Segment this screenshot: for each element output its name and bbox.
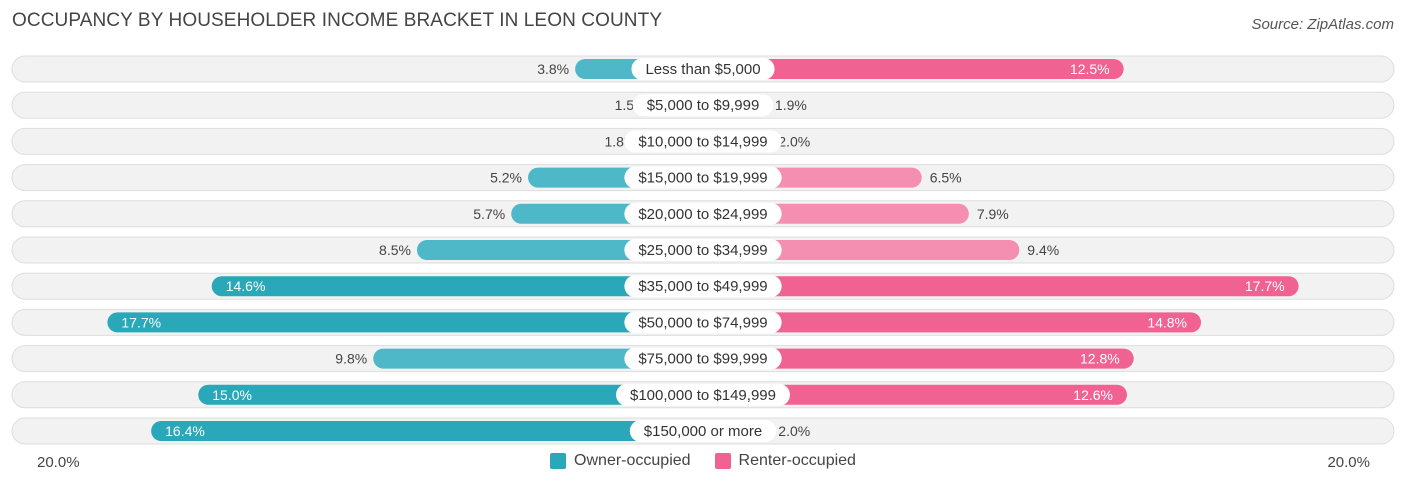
owner-value-label: 8.5% [379,242,411,258]
legend-swatch-owner [550,453,567,469]
source-note: Source: ZipAtlas.com [1251,16,1394,33]
owner-bar [151,421,703,441]
renter-value-label: 6.5% [930,170,962,186]
owner-bar [373,348,703,369]
owner-bar [211,276,703,297]
owner-value-label: 5.2% [490,170,522,186]
renter-value-label: 12.5% [1070,61,1110,77]
category-label: $35,000 to $49,999 [638,278,767,295]
category-label-background [624,239,782,261]
owner-value-label: 16.4% [165,423,205,439]
legend-item-owner: Owner-occupied [550,452,691,470]
renter-bar [703,348,1134,369]
category-label-background [624,347,782,370]
renter-bar [703,384,1127,405]
legend-swatch-renter [714,453,731,469]
legend-label-owner: Owner-occupied [574,452,691,469]
chart-title: OCCUPANCY BY HOUSEHOLDER INCOME BRACKET … [12,10,663,31]
renter-value-label: 12.6% [1073,387,1113,403]
renter-value-label: 1.9% [775,97,807,113]
owner-value-label: 9.8% [335,351,367,367]
category-label-background [631,58,775,80]
category-label-background [624,130,782,153]
category-label-background [632,94,774,117]
renter-value-label: 7.9% [977,206,1009,222]
category-label: $20,000 to $24,999 [638,206,767,223]
axis-right-label: 20.0% [1327,454,1370,471]
category-label: $150,000 or more [644,423,762,440]
axis-left-label: 20.0% [37,454,80,471]
category-label: $25,000 to $34,999 [638,242,767,259]
owner-value-label: 3.8% [537,61,569,77]
owner-bar [198,384,703,405]
renter-value-label: 14.8% [1147,314,1187,330]
renter-value-label: 9.4% [1027,242,1059,258]
category-label-background [624,275,782,298]
category-label: $100,000 to $149,999 [630,387,776,404]
category-label: Less than $5,000 [645,61,760,78]
owner-value-label: 17.7% [121,314,161,330]
owner-value-label: 5.7% [473,206,505,222]
category-label: $10,000 to $14,999 [638,133,767,150]
legend: Owner-occupied Renter-occupied [0,452,1406,470]
category-label-background [629,420,777,442]
renter-bar [703,59,1124,79]
renter-value-label: 17.7% [1245,278,1285,294]
renter-value-label: 12.8% [1080,351,1120,367]
category-label-background [616,383,790,406]
renter-bar [703,276,1299,297]
renter-value-label: 2.0% [778,423,810,439]
category-label-background [624,311,782,334]
owner-value-label: 14.6% [226,278,266,294]
category-label-background [624,202,782,225]
legend-item-renter: Renter-occupied [714,452,856,470]
category-label: $50,000 to $74,999 [638,314,767,331]
legend-label-renter: Renter-occupied [738,452,856,469]
category-label-background [624,166,782,189]
category-label: $15,000 to $19,999 [638,170,767,187]
owner-bar [107,312,703,333]
category-label: $75,000 to $99,999 [638,351,767,368]
owner-value-label: 15.0% [212,387,252,403]
category-label: $5,000 to $9,999 [647,97,760,114]
renter-bar [703,240,1020,260]
renter-bar [703,312,1202,333]
renter-value-label: 2.0% [778,133,810,149]
